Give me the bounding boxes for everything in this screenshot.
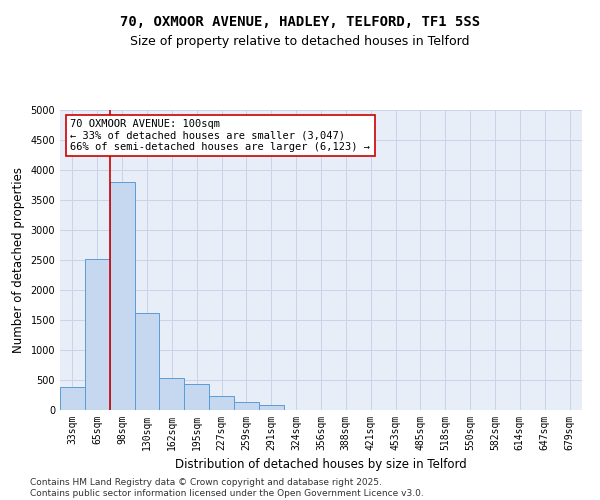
Text: 70, OXMOOR AVENUE, HADLEY, TELFORD, TF1 5SS: 70, OXMOOR AVENUE, HADLEY, TELFORD, TF1 … bbox=[120, 15, 480, 29]
Bar bbox=[60, 387, 85, 410]
Bar bbox=[85, 259, 110, 410]
Bar bbox=[259, 405, 284, 410]
Y-axis label: Number of detached properties: Number of detached properties bbox=[12, 167, 25, 353]
Bar bbox=[234, 402, 259, 410]
Text: Size of property relative to detached houses in Telford: Size of property relative to detached ho… bbox=[130, 35, 470, 48]
Text: 70 OXMOOR AVENUE: 100sqm
← 33% of detached houses are smaller (3,047)
66% of sem: 70 OXMOOR AVENUE: 100sqm ← 33% of detach… bbox=[70, 119, 370, 152]
X-axis label: Distribution of detached houses by size in Telford: Distribution of detached houses by size … bbox=[175, 458, 467, 471]
Text: Contains HM Land Registry data © Crown copyright and database right 2025.
Contai: Contains HM Land Registry data © Crown c… bbox=[30, 478, 424, 498]
Bar bbox=[134, 313, 160, 410]
Bar bbox=[110, 182, 134, 410]
Bar bbox=[184, 384, 209, 410]
Bar bbox=[209, 396, 234, 410]
Bar bbox=[160, 378, 184, 410]
